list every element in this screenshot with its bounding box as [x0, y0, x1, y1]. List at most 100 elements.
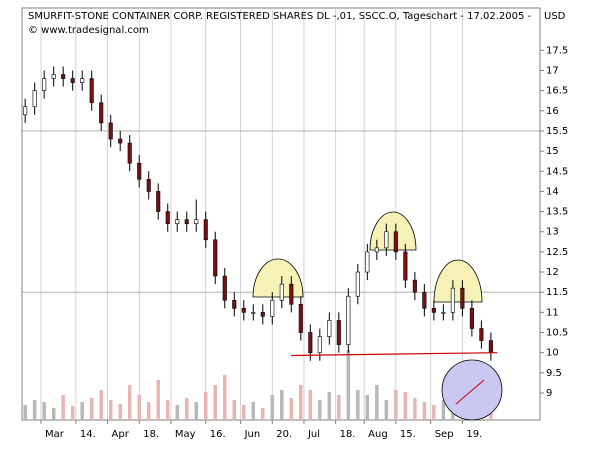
volume-bar	[403, 392, 408, 420]
y-tick-label: 10	[546, 348, 559, 359]
volume-bars	[23, 350, 493, 420]
candle-body	[403, 251, 408, 281]
x-tick-label: 15.	[400, 429, 416, 440]
volume-bar	[118, 404, 122, 420]
volume-bar	[137, 395, 141, 420]
y-tick-label: 9.5	[546, 368, 562, 379]
volume-bar	[194, 402, 198, 420]
currency: USD	[544, 11, 566, 22]
shoulder-arc	[433, 259, 483, 303]
candle-body	[241, 308, 246, 313]
volume-bar	[223, 375, 227, 420]
y-tick-label: 14	[546, 186, 559, 197]
volume-bar	[280, 390, 284, 420]
volume-bar	[242, 405, 246, 420]
volume-bar	[165, 400, 170, 420]
volume-bar	[204, 392, 208, 420]
volume-bar	[51, 408, 56, 420]
candle-body	[165, 211, 170, 224]
candle-body	[80, 78, 85, 83]
candle-body	[355, 271, 360, 297]
volume-bar	[42, 402, 46, 420]
candle-body	[251, 312, 256, 314]
candle-body	[450, 287, 455, 313]
annotations	[252, 211, 503, 421]
volume-bar	[356, 390, 360, 420]
x-tick-label: 14.	[80, 429, 96, 440]
y-tick-label: 15	[546, 146, 559, 157]
y-tick-label: 16.5	[546, 86, 568, 97]
x-tick-label: Jun	[244, 429, 261, 440]
y-tick-label: 10.5	[546, 328, 568, 339]
volume-bar	[251, 402, 256, 420]
candle-body	[317, 336, 322, 353]
x-tick-label: 18.	[143, 429, 159, 440]
volume-bar	[432, 405, 436, 420]
volume-bar	[365, 395, 370, 420]
volume-bar	[156, 380, 160, 420]
candle-body	[327, 320, 332, 337]
x-tick-label: Mar	[45, 429, 65, 440]
candle-body	[279, 283, 284, 301]
candle-body	[298, 304, 303, 333]
y-tick-label: 15.5	[546, 126, 568, 137]
x-tick-label: Jul	[307, 429, 320, 440]
volume-bar	[99, 390, 103, 420]
volume-bar	[175, 405, 179, 420]
volume-bar	[70, 406, 75, 420]
volume-bar	[23, 405, 27, 420]
candle-body	[469, 308, 474, 329]
candle-body	[308, 332, 313, 353]
volume-bar	[308, 390, 313, 420]
candle-body	[137, 162, 142, 180]
candle-body	[441, 312, 446, 314]
volume-bar	[299, 385, 303, 420]
x-tick-label: 19.	[466, 429, 482, 440]
volume-bar	[394, 390, 398, 420]
volume-bar	[289, 398, 294, 420]
candle-body	[222, 275, 227, 301]
candle-body	[289, 283, 294, 305]
volume-bar	[127, 385, 132, 420]
y-tick-label: 13.5	[546, 207, 568, 218]
volume-bar	[384, 400, 389, 420]
candle-body	[70, 78, 75, 83]
volume-bar	[422, 402, 427, 420]
candle-body	[146, 179, 151, 192]
volume-bar	[232, 400, 237, 420]
candle-body	[431, 308, 436, 313]
candle-body	[108, 122, 113, 140]
candle-body	[260, 312, 265, 317]
y-tick-label: 17	[546, 65, 559, 76]
volume-bar	[80, 402, 84, 420]
candle-body	[51, 74, 56, 79]
volume-bar	[89, 398, 94, 420]
volume-bar	[261, 408, 265, 420]
volume-bar	[270, 395, 275, 420]
candle-body	[99, 102, 104, 124]
candle-body	[175, 219, 180, 224]
volume-bar	[337, 395, 341, 420]
candle-body	[346, 295, 351, 345]
volume-bar	[318, 400, 322, 420]
x-tick-label: 16.	[210, 429, 226, 440]
x-tick-label: Apr	[112, 429, 130, 440]
candle-body	[488, 340, 493, 353]
volume-trend	[455, 379, 485, 405]
volume-bar	[375, 385, 379, 420]
candle-body	[42, 78, 47, 91]
candle-body	[479, 328, 484, 341]
subtitle: © www.tradesignal.com	[28, 25, 149, 36]
x-tick-label: May	[175, 429, 196, 440]
candle-body	[32, 90, 37, 108]
candle-body	[460, 287, 465, 309]
candle-body	[213, 239, 218, 277]
y-tick-label: 12.5	[546, 247, 568, 258]
y-tick-label: 17.5	[546, 45, 568, 56]
grid: 9 9.5 10 10.5 11 11.5 12 12.5 13 13.5 14 14.5 15 15.5…	[22, 8, 568, 440]
candle-body	[194, 219, 199, 224]
x-tick-label: Sep	[435, 429, 454, 440]
volume-bar	[413, 398, 417, 420]
